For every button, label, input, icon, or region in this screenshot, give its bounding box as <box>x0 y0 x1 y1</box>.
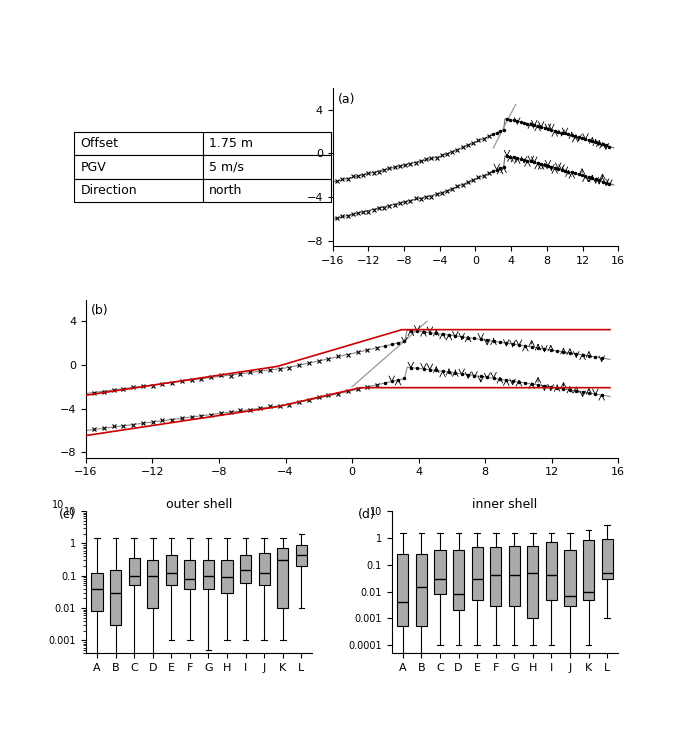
PathPatch shape <box>509 546 520 606</box>
PathPatch shape <box>184 560 195 589</box>
PathPatch shape <box>166 555 177 586</box>
PathPatch shape <box>277 548 289 608</box>
PathPatch shape <box>295 545 307 566</box>
PathPatch shape <box>602 539 613 578</box>
Text: (b): (b) <box>91 305 109 317</box>
PathPatch shape <box>110 570 121 625</box>
PathPatch shape <box>147 560 158 608</box>
Text: (c): (c) <box>58 508 76 521</box>
PathPatch shape <box>546 542 557 600</box>
PathPatch shape <box>203 560 214 589</box>
PathPatch shape <box>91 573 102 611</box>
Text: (d): (d) <box>358 508 376 521</box>
PathPatch shape <box>565 550 576 606</box>
PathPatch shape <box>221 560 233 592</box>
PathPatch shape <box>471 547 483 600</box>
PathPatch shape <box>128 558 139 586</box>
PathPatch shape <box>258 553 270 586</box>
PathPatch shape <box>453 550 464 610</box>
PathPatch shape <box>416 554 427 626</box>
Text: 10: 10 <box>52 500 64 509</box>
PathPatch shape <box>397 554 409 626</box>
PathPatch shape <box>434 550 446 594</box>
Title: outer shell: outer shell <box>166 498 232 511</box>
PathPatch shape <box>240 555 251 583</box>
Title: inner shell: inner shell <box>473 498 538 511</box>
PathPatch shape <box>490 547 502 606</box>
PathPatch shape <box>528 546 539 618</box>
Text: (a): (a) <box>338 92 356 106</box>
PathPatch shape <box>583 540 594 600</box>
